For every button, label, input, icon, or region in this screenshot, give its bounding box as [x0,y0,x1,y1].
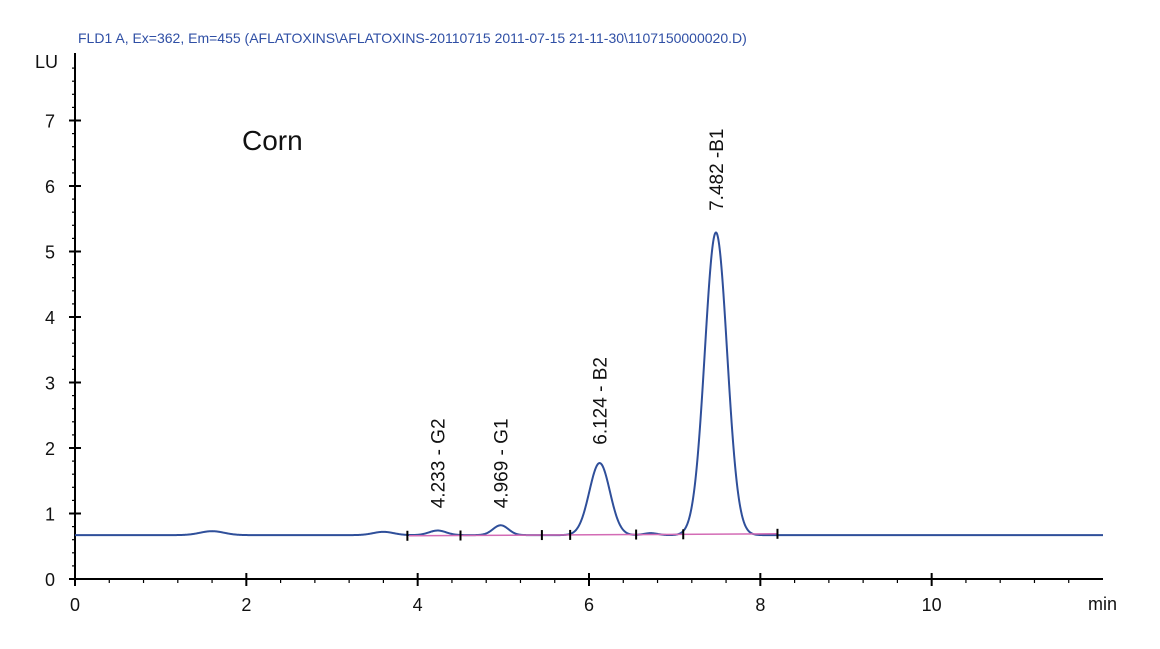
x-tick-label-4: 4 [413,595,423,615]
peak-label-2: 6.124 - B2 [591,357,612,445]
x-tick-label-10: 10 [922,595,942,615]
y-axis-label: LU [35,52,58,72]
sample-label: Corn [242,125,303,156]
signal-trace [75,231,1103,537]
x-tick-label-6: 6 [584,595,594,615]
x-axis-label: min [1088,594,1117,614]
integration-baseline [409,533,778,537]
peak-label-3: 7.482 -B1 [707,128,728,210]
peak-label-0: 4.233 - G2 [429,418,450,508]
y-tick-label-0: 0 [45,570,55,590]
x-tick-label-2: 2 [241,595,251,615]
y-tick-label-2: 2 [45,439,55,459]
x-tick-label-0: 0 [70,595,80,615]
x-tick-label-8: 8 [755,595,765,615]
y-tick-label-5: 5 [45,243,55,263]
chart-title: FLD1 A, Ex=362, Em=455 (AFLATOXINS\AFLAT… [78,30,747,46]
y-tick-label-3: 3 [45,374,55,394]
y-tick-label-7: 7 [45,112,55,132]
y-tick-label-6: 6 [45,177,55,197]
y-tick-label-1: 1 [45,505,55,525]
y-tick-label-4: 4 [45,308,55,328]
plot-area: 0 1 2 3 4 5 6 7 0 2 4 6 8 10 4.233 - G2 4.969 - G1 6.124… [45,53,1103,615]
peak-label-1: 4.969 - G1 [492,418,513,508]
